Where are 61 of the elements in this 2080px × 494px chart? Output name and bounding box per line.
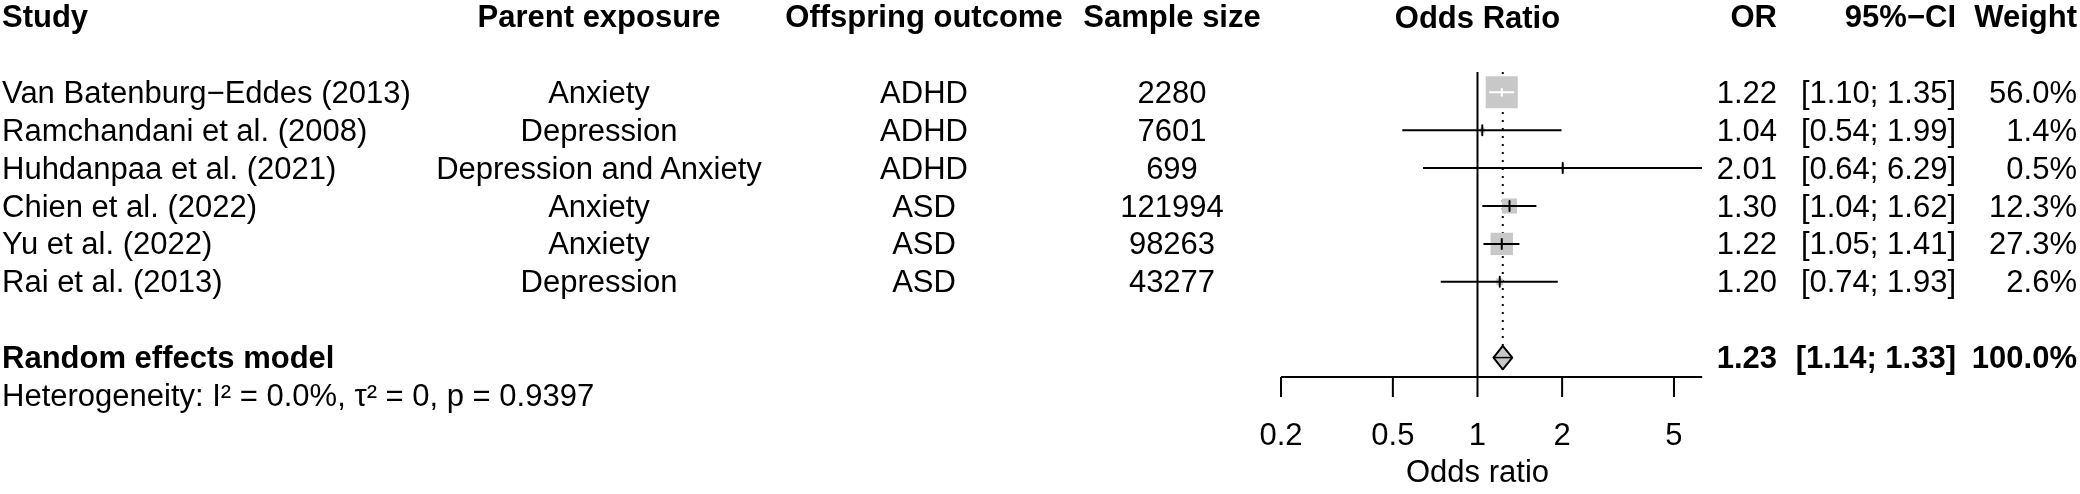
text: ADHD [880, 150, 968, 186]
text: 1.20 [1716, 264, 1777, 300]
text: Sample size [1083, 0, 1261, 35]
text: 1.04 [1716, 112, 1777, 148]
text: 7601 [1137, 112, 1207, 148]
text: [1.04; 1.62] [1800, 188, 1956, 224]
text: [1.14; 1.33] [1795, 340, 1956, 376]
text: 1.22 [1716, 226, 1777, 262]
text: Anxiety [548, 74, 650, 110]
text: Van Batenburg−Eddes (2013) [2, 74, 411, 110]
text: Ramchandani et al. (2008) [2, 112, 368, 148]
text: ADHD [880, 112, 968, 148]
x-tick-label: 0.5 [1371, 417, 1415, 452]
text: 2.01 [1716, 150, 1777, 186]
x-axis-title: Odds ratio [1405, 454, 1549, 489]
text: 2.6% [2006, 264, 2077, 300]
x-tick-label: 5 [1665, 417, 1683, 452]
text: Rai et al. (2013) [2, 264, 223, 300]
text: 98263 [1128, 226, 1216, 262]
text: Depression [520, 264, 678, 300]
text: OR [1730, 0, 1777, 35]
text: ADHD [880, 74, 968, 110]
text: [0.74; 1.93] [1800, 264, 1956, 300]
text: 121994 [1120, 188, 1224, 224]
text: 2280 [1137, 74, 1207, 110]
text: Anxiety [548, 226, 650, 262]
text: [0.54; 1.99] [1800, 112, 1956, 148]
text: Study [2, 0, 89, 35]
text: Depression and Anxiety [436, 150, 762, 186]
text: 1.4% [2006, 112, 2077, 148]
text: 0.5% [2006, 150, 2077, 186]
text: [1.10; 1.35] [1800, 74, 1956, 110]
text: 56.0% [1989, 74, 2077, 110]
x-tick-label: 0.2 [1259, 417, 1303, 452]
text: Huhdanpaa et al. (2021) [2, 150, 337, 186]
text: 699 [1146, 150, 1198, 186]
text: Weight [1974, 0, 2077, 35]
text: Random effects model [2, 340, 335, 376]
text: Parent exposure [477, 0, 721, 35]
text: 1.30 [1716, 188, 1777, 224]
text: Yu et al. (2022) [2, 226, 213, 262]
chart-title: Odds Ratio [1394, 0, 1561, 35]
text: [1.05; 1.41] [1800, 226, 1956, 262]
x-tick-label: 2 [1553, 417, 1571, 452]
text: ASD [892, 226, 956, 262]
text: ASD [892, 188, 956, 224]
text: Depression [520, 112, 678, 148]
text: Anxiety [548, 188, 650, 224]
text: Offspring outcome [785, 0, 1063, 35]
text: [0.64; 6.29] [1800, 150, 1956, 186]
text: Chien et al. (2022) [2, 188, 258, 224]
text: 100.0% [1971, 340, 2077, 376]
text: Heterogeneity: I² = 0.0%, τ² = 0, p = 0.9397 [2, 378, 595, 413]
text: 1.22 [1716, 74, 1777, 110]
text: 43277 [1128, 264, 1216, 300]
text: 12.3% [1989, 188, 2077, 224]
text: ASD [892, 264, 956, 300]
x-tick-label: 1 [1468, 417, 1487, 452]
text: 1.23 [1716, 340, 1777, 376]
text: 27.3% [1989, 226, 2077, 262]
text: 95%−CI [1844, 0, 1956, 35]
